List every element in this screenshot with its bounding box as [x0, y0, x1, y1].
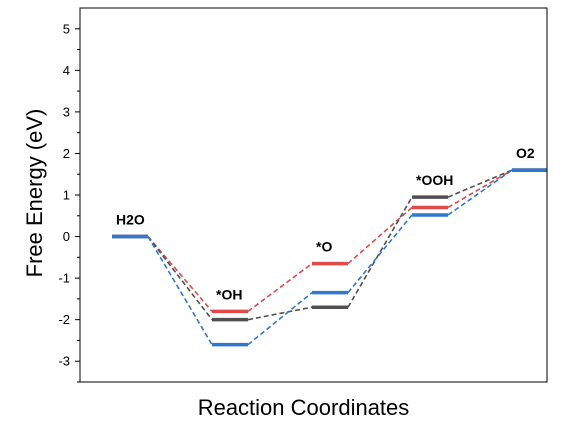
connector-line [347, 214, 413, 294]
connector-line [447, 169, 513, 209]
y-tick-label: 5 [63, 21, 70, 36]
connector-line [447, 169, 513, 216]
connector-line [447, 169, 513, 198]
axes: -3 -2 -1 0 1 2 3 4 5 [58, 7, 548, 383]
connector-line [347, 196, 413, 308]
y-axis-title: Free Energy (eV) [22, 109, 47, 278]
connector-line [247, 292, 313, 346]
plot-area [112, 168, 547, 347]
y-tick-label: 1 [63, 188, 70, 203]
y-tick-label: 4 [63, 63, 70, 78]
y-tick-label: -3 [58, 354, 70, 369]
state-labels: H2O *OH *O *OOH O2 [116, 145, 535, 302]
state-label: *OOH [416, 172, 453, 188]
connector-line [247, 262, 313, 312]
connector-line [147, 236, 213, 321]
connector-line [147, 236, 213, 346]
y-tick-label: 0 [63, 229, 70, 244]
connector-line [147, 236, 213, 312]
y-tick-label: -1 [58, 271, 70, 286]
y-tick-label: 3 [63, 104, 70, 119]
y-tick-label: 2 [63, 146, 70, 161]
state-label: *OH [216, 286, 242, 302]
x-axis-title: Reaction Coordinates [198, 395, 410, 420]
y-tick-label: -2 [58, 312, 70, 327]
connector-line [247, 306, 313, 321]
state-label: O2 [516, 145, 535, 161]
state-label: *O [316, 239, 332, 255]
state-label: H2O [116, 212, 145, 228]
connector-line [347, 206, 413, 265]
